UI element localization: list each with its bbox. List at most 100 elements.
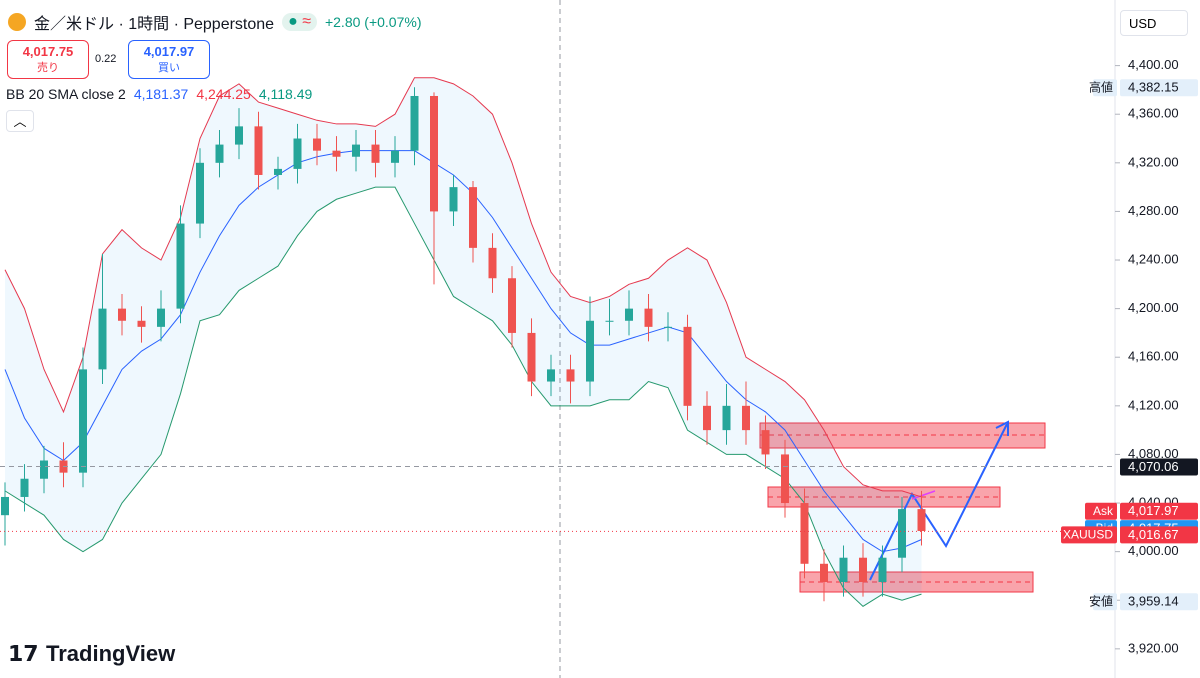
price-marker-label: 4,382.15 [1128, 80, 1179, 95]
y-tick-label: 4,000.00 [1128, 543, 1179, 558]
candle-body [371, 144, 380, 163]
brand-logo: 𝟭𝟳 [8, 641, 39, 666]
candle-body [488, 247, 497, 279]
candle-body [215, 144, 224, 163]
indicator-value: 4,181.37 [133, 86, 189, 102]
y-tick-label: 4,360.00 [1128, 106, 1179, 121]
candle-body [313, 138, 321, 151]
candle-body [176, 223, 185, 309]
price-marker [1120, 458, 1198, 476]
candle-body [235, 126, 243, 145]
candle-body [40, 460, 48, 479]
candle-body [137, 320, 146, 327]
candle-body [527, 332, 536, 382]
price-marker-label: 3,959.14 [1128, 594, 1179, 609]
candle-body [118, 308, 126, 321]
sell-price: 4,017.75 [22, 44, 74, 59]
candle-body [20, 478, 29, 497]
price-marker [1120, 526, 1198, 544]
indicator-value: 4,118.49 [258, 86, 313, 102]
candle-body [781, 454, 789, 504]
band-fill [5, 77, 922, 607]
y-tick-label: 4,080.00 [1128, 446, 1179, 461]
market-status[interactable]: ● ≈ [282, 13, 317, 31]
candle-body [196, 162, 204, 224]
plot-area [0, 0, 1115, 678]
price-marker-name: 安値 [1089, 593, 1113, 608]
symbol-bar: 金／米ドル · 1時間 · Pepperstone ● ≈ +2.80 (+0.… [8, 10, 421, 34]
buy-label: 買い [158, 62, 180, 74]
forecast-arrow [869, 423, 1008, 581]
series [0, 77, 1115, 607]
sell-button[interactable]: 4,017.75 売り [7, 40, 89, 79]
collapse-button[interactable]: ︿ [6, 110, 34, 132]
price-marker-tag [1061, 526, 1117, 544]
y-tick-label: 4,280.00 [1128, 203, 1179, 218]
currency-button[interactable]: USD [1120, 10, 1188, 36]
candle-body [605, 320, 614, 322]
candle-body [820, 563, 828, 583]
price-marker-label: 4,016.67 [1128, 527, 1179, 542]
price-marker-label: 4,017.97 [1128, 503, 1179, 518]
candle-body [547, 369, 555, 382]
candle-body [703, 405, 711, 431]
candle-body [449, 187, 458, 212]
y-tick-label: 3,920.00 [1128, 640, 1179, 655]
candle-body [157, 308, 165, 327]
band-middle [4, 150, 922, 553]
annotations [759, 420, 1046, 593]
buy-price: 4,017.97 [143, 44, 195, 59]
candle-body [79, 369, 87, 473]
trend-line [911, 490, 936, 500]
candle-body [761, 430, 770, 455]
y-tick-label: 4,200.00 [1128, 300, 1179, 315]
price-marker-name: XAUUSD [1063, 528, 1113, 542]
indicator-legend: BB 20 SMA close 2 4,181.37 4,244.25 4,11… [6, 86, 312, 102]
candle-body [625, 308, 633, 321]
price-marker [1120, 79, 1198, 97]
y-tick-label: 4,120.00 [1128, 397, 1179, 412]
price-marker-tag [1093, 593, 1117, 611]
candle-body [644, 308, 653, 327]
y-tick-label: 4,400.00 [1128, 57, 1179, 72]
y-tick-label: 4,240.00 [1128, 251, 1179, 266]
candle-body [878, 557, 887, 583]
candle-body [98, 308, 107, 370]
candle-body [1, 496, 9, 516]
price-marker-tag [1093, 79, 1117, 97]
candle-body [586, 320, 594, 382]
arrow-head [995, 420, 1009, 436]
change: +2.80 (+0.07%) [324, 14, 422, 30]
price-marker-tag [1085, 502, 1117, 520]
candle-body [430, 95, 438, 212]
band-lower [4, 186, 922, 607]
candle-body [293, 138, 302, 169]
y-tick-label: 4,320.00 [1128, 154, 1179, 169]
candle-body [391, 150, 399, 163]
candle-body [566, 369, 575, 382]
indicator-value: 4,244.25 [196, 86, 251, 102]
price-marker [1120, 502, 1198, 520]
band-upper [4, 77, 922, 498]
candle-body [352, 144, 360, 157]
candle-body [898, 509, 906, 558]
candle-body [508, 278, 516, 333]
candle-body [722, 405, 731, 431]
candle-body [410, 95, 419, 151]
candle-body [332, 150, 341, 157]
price-axis: 4,400.00 4,360.00 4,320.00 4,280.00 4,240.00… [1061, 57, 1198, 655]
candle-body [683, 326, 692, 406]
buy-button[interactable]: 4,017.97 買い [128, 40, 210, 79]
candle-body [469, 187, 477, 248]
indicator-name[interactable]: BB 20 SMA close 2 [6, 86, 126, 102]
candle-body [839, 557, 848, 583]
sell-label: 売り [37, 62, 59, 74]
candle-body [917, 509, 926, 531]
symbol[interactable]: 金／米ドル · 1時間 · Pepperstone [34, 16, 275, 33]
candle-body [254, 126, 263, 175]
y-tick-label: 4,160.00 [1128, 349, 1179, 364]
candle-body [274, 168, 282, 175]
spread: 0.22 [95, 53, 117, 65]
